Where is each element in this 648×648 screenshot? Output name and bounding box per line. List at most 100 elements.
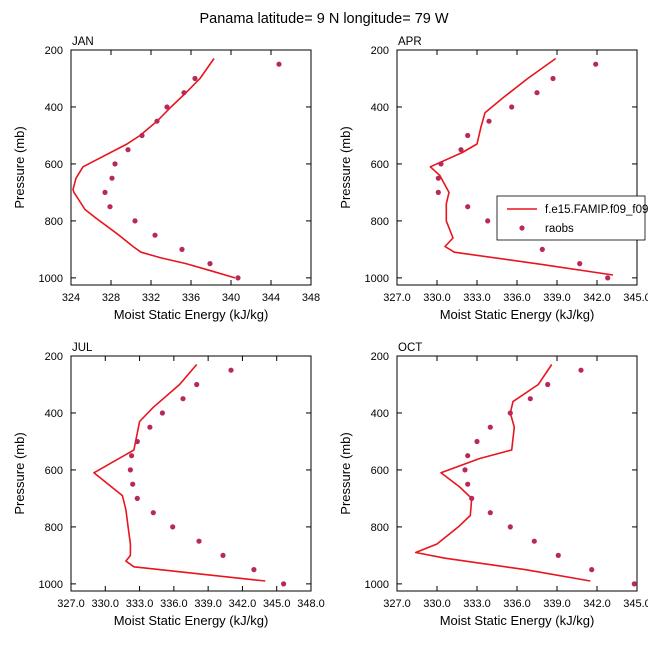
model-series-line: [414, 364, 591, 582]
panel-label: APR: [398, 36, 422, 48]
obs-point: [125, 147, 131, 153]
y-tick-label: 1000: [365, 273, 389, 285]
panel-label: OCT: [398, 342, 422, 354]
x-axis-label: Moist Static Energy (kJ/kg): [440, 613, 595, 628]
figure-title: Panama latitude= 9 N longitude= 79 W: [199, 11, 448, 27]
x-tick-label: 327.0: [383, 292, 411, 304]
y-tick-label: 600: [371, 159, 389, 171]
panels: JAN 324 328 332 336 340 344 348 200 400 600 800 1000…: [12, 36, 648, 628]
x-tick-label: 342.0: [229, 598, 257, 610]
obs-point: [251, 567, 257, 573]
x-tick-label: 328: [102, 292, 120, 304]
y-tick-label: 400: [45, 408, 63, 420]
obs-point: [228, 367, 234, 373]
model-series-line: [429, 57, 614, 276]
obs-point: [281, 581, 287, 587]
x-tick-label: 345.0: [623, 292, 648, 304]
obs-point: [550, 75, 556, 82]
y-tick-label: 800: [371, 522, 389, 534]
obs-point: [435, 175, 441, 181]
obs-point: [486, 118, 492, 124]
obs-point: [150, 510, 156, 516]
model-series-line: [93, 363, 266, 582]
panel-jan: JAN 324 328 332 336 340 344 348 200 400 600 800 1000…: [12, 36, 320, 322]
obs-point: [438, 161, 444, 167]
x-tick-label: 324: [62, 292, 80, 304]
x-tick-label: 330.0: [423, 292, 451, 304]
x-axis-label: Moist Static Energy (kJ/kg): [114, 613, 269, 628]
x-axis-label: Moist Static Energy (kJ/kg): [440, 307, 595, 322]
y-tick-label: 400: [45, 102, 63, 114]
obs-point: [139, 132, 145, 139]
obs-point: [509, 104, 515, 110]
y-tick-label: 800: [45, 216, 63, 228]
obs-point: [474, 438, 480, 445]
x-axis-label: Moist Static Energy (kJ/kg): [114, 307, 269, 322]
x-tick-label: 336.0: [503, 598, 531, 610]
x-tick-label: 336.0: [160, 598, 188, 610]
obs-point: [220, 552, 226, 559]
x-tick-label: 342.0: [583, 598, 611, 610]
obs-point: [465, 204, 471, 210]
obs-point: [507, 410, 513, 416]
plot-frame: [70, 355, 312, 592]
obs-point: [462, 467, 468, 473]
y-tick-label: 1000: [365, 579, 389, 591]
x-tick-label: 327.0: [57, 598, 85, 610]
obs-point: [152, 232, 158, 238]
obs-point: [578, 367, 584, 373]
x-tick-label: 344: [262, 292, 280, 304]
y-tick-label: 600: [45, 159, 63, 171]
obs-point: [130, 481, 136, 487]
legend-obs-swatch: [519, 225, 525, 231]
x-tick-label: 348: [302, 292, 320, 304]
obs-point: [179, 246, 185, 252]
obs-point: [180, 396, 186, 402]
obs-point: [134, 495, 140, 501]
obs-point: [545, 381, 551, 388]
x-tick-label: 345.0: [263, 598, 291, 610]
obs-point: [164, 104, 170, 110]
obs-point: [458, 147, 464, 153]
x-tick-label: 348.0: [297, 598, 325, 610]
x-tick-label: 327.0: [383, 598, 411, 610]
panel-label: JAN: [72, 36, 94, 48]
obs-point: [469, 495, 475, 501]
x-tick-label: 339.0: [543, 292, 571, 304]
obs-point: [132, 218, 138, 224]
x-tick-label: 339.0: [194, 598, 222, 610]
obs-point: [147, 424, 153, 430]
obs-point: [276, 61, 282, 67]
obs-point: [194, 381, 200, 388]
plot-frame: [396, 49, 638, 286]
model-series-line: [72, 58, 236, 279]
y-tick-label: 1000: [39, 273, 63, 285]
y-axis-label: Pressure (mb): [338, 126, 353, 208]
panel-apr: APR 327.0 330.0 333.0 336.0 339.0 342.0 345.0 20…: [338, 36, 648, 322]
x-tick-label: 330.0: [92, 598, 120, 610]
panel-label: JUL: [72, 342, 93, 354]
panel-jul: JUL 327.0 330.0 333.0 336.0 339.0 342.0 345.0 34…: [12, 342, 325, 628]
x-tick-label: 345.0: [623, 598, 648, 610]
obs-point: [170, 524, 176, 530]
y-tick-label: 600: [45, 465, 63, 477]
obs-point: [485, 218, 491, 224]
y-tick-label: 800: [45, 522, 63, 534]
obs-point: [129, 453, 135, 459]
obs-point: [465, 453, 471, 459]
obs-point: [207, 261, 213, 267]
y-tick-label: 600: [371, 465, 389, 477]
obs-point: [605, 275, 611, 281]
obs-point: [192, 75, 198, 82]
obs-point: [487, 510, 493, 516]
x-tick-label: 333.0: [126, 598, 154, 610]
obs-point: [181, 90, 187, 96]
obs-point: [109, 175, 115, 181]
obs-point: [507, 524, 513, 530]
y-tick-label: 200: [45, 351, 63, 363]
x-tick-label: 340: [222, 292, 240, 304]
x-tick-label: 333.0: [463, 292, 491, 304]
x-tick-label: 342.0: [583, 292, 611, 304]
